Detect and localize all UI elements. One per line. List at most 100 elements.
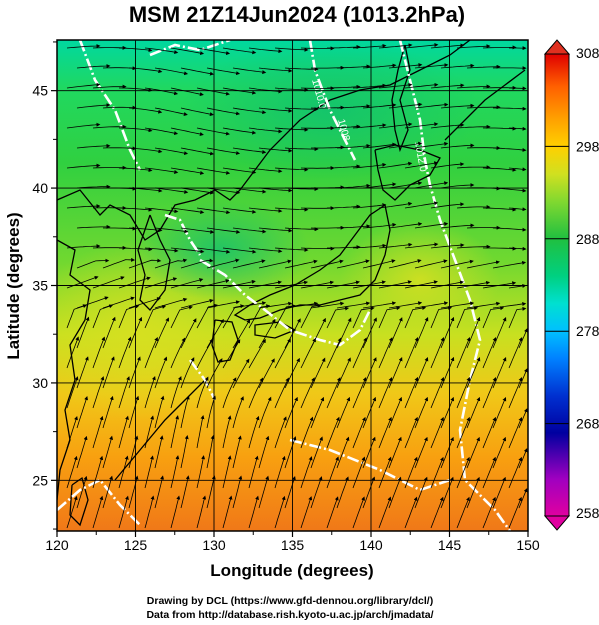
streamline: [196, 47, 231, 56]
streamline: [102, 257, 136, 269]
x-tick-label: 150: [516, 537, 540, 553]
y-axis-label: Latitude (degrees): [4, 212, 23, 359]
streamline: [76, 475, 88, 509]
streamline: [118, 304, 140, 329]
streamline: [404, 201, 439, 209]
streamline: [300, 496, 313, 529]
streamline: [300, 456, 313, 489]
colorbar: 258 268 278 288 298 308: [543, 39, 599, 531]
warm-region: [340, 220, 500, 340]
streamline: [180, 395, 190, 429]
x-tick-label: 125: [124, 537, 148, 553]
streamline: [326, 124, 361, 129]
streamline: [196, 127, 230, 136]
streamline: [404, 280, 438, 289]
streamline: [232, 227, 267, 234]
streamline: [326, 456, 339, 489]
streamline: [414, 396, 429, 429]
streamline: [66, 204, 101, 209]
streamline: [414, 436, 428, 469]
streamline: [118, 247, 153, 252]
streamline: [222, 415, 232, 449]
streamline: [508, 167, 527, 172]
streamline: [430, 416, 444, 449]
streamline: [310, 301, 345, 309]
streamline: [362, 301, 397, 309]
streamline: [362, 476, 376, 509]
streamline: [284, 67, 319, 72]
streamline: [492, 397, 507, 429]
streamline: [128, 107, 163, 114]
streamline: [508, 126, 527, 131]
isobar-line: [149, 40, 231, 57]
streamline: [378, 306, 401, 329]
streamline: [456, 306, 479, 329]
streamline: [180, 435, 189, 469]
streamline: [482, 456, 496, 489]
colorbar-tick-label: 308: [576, 45, 599, 61]
streamline: [378, 242, 413, 249]
streamline: [378, 416, 392, 449]
credit-data: Data from http://database.rish.kyoto-u.a…: [146, 609, 433, 621]
streamline: [362, 259, 396, 269]
streamline: [456, 496, 470, 529]
streamline: [206, 147, 241, 155]
streamline: [284, 259, 318, 269]
streamline: [154, 67, 189, 76]
streamline: [336, 396, 351, 429]
map-title: MSM 21Z14Jun2024 (1013.2hPa): [129, 2, 465, 27]
streamline: [180, 67, 214, 76]
streamline: [180, 298, 214, 309]
streamline: [222, 127, 257, 135]
streamline: [248, 455, 259, 489]
streamline: [154, 147, 189, 156]
streamline: [352, 83, 387, 89]
streamline: [518, 368, 528, 389]
streamline: [378, 456, 392, 489]
streamline: [232, 187, 267, 194]
streamline: [180, 227, 215, 234]
streamline: [144, 247, 179, 253]
streamline: [404, 337, 419, 369]
streamline: [482, 167, 517, 172]
coast-china-east: [57, 239, 91, 501]
streamline: [300, 416, 314, 449]
streamline: [388, 259, 422, 269]
streamline: [430, 280, 464, 289]
streamline: [222, 247, 257, 254]
cool-region: [130, 200, 310, 300]
streamline: [508, 456, 523, 489]
streamline: [232, 301, 267, 309]
streamline: [274, 87, 309, 92]
streamline: [274, 455, 286, 489]
streamline: [336, 104, 371, 109]
streamline: [440, 259, 474, 269]
streamline: [456, 84, 491, 89]
streamline: [482, 45, 517, 50]
streamline: [232, 319, 251, 349]
streamline: [76, 143, 111, 149]
streamline: [118, 415, 129, 449]
streamline: [170, 495, 181, 529]
streamline: [492, 476, 506, 509]
streamline: [404, 242, 439, 249]
streamline: [196, 495, 207, 529]
streamline: [144, 47, 179, 55]
streamline: [154, 227, 189, 234]
streamline: [128, 67, 163, 74]
streamline: [144, 415, 155, 449]
streamline: [508, 496, 522, 529]
colorbar-tick-label: 278: [576, 323, 599, 339]
streamline: [196, 455, 206, 489]
wind-streamlines: [66, 43, 528, 529]
streamline: [222, 339, 241, 369]
streamline: [482, 416, 497, 449]
streamline: [274, 247, 309, 252]
streamline: [352, 280, 386, 289]
streamline: [404, 43, 439, 49]
streamline: [482, 207, 517, 212]
streamline: [440, 103, 475, 109]
streamline: [232, 147, 267, 154]
streamline: [404, 306, 427, 329]
streamline: [362, 222, 397, 229]
